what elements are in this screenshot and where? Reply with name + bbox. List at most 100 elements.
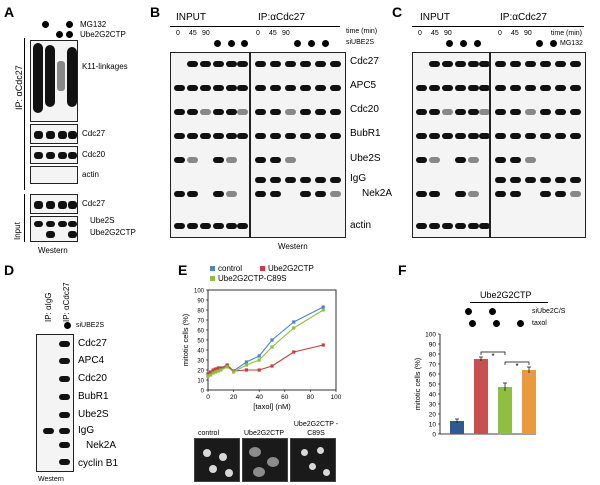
row-b-apc5: APC5 (350, 80, 377, 91)
y-tick-label: 0 (201, 389, 205, 395)
footer-western: Western (278, 242, 308, 251)
data-point (214, 367, 218, 371)
y-axis-label: mitotic cells (%) (413, 357, 422, 410)
data-point (321, 343, 325, 347)
cond-dot (308, 40, 315, 47)
data-point (216, 369, 220, 373)
cond-dot (42, 21, 49, 28)
blot-d (36, 334, 74, 472)
legend-entry: Ube2G2CTP (268, 264, 314, 273)
y-tick-label: 50 (429, 382, 437, 389)
micro-label-ube2g2: Ube2G2CTP (244, 430, 285, 437)
y-tick-label: 40 (429, 392, 437, 399)
time-tick: 45 (511, 30, 519, 37)
cond-dot (66, 21, 73, 28)
data-point (292, 320, 296, 324)
time-tick: 45 (189, 30, 197, 37)
side-bracket (24, 194, 25, 242)
sig-bracket (504, 361, 530, 365)
panel-f-label: F (398, 262, 407, 278)
time-tick: 0 (176, 30, 180, 37)
y-tick-label: 70 (197, 319, 204, 325)
micrograph-ube2g2 (242, 438, 288, 482)
x-tick-label: 20 (230, 394, 238, 401)
data-point (244, 368, 248, 372)
cond-label: siUBE2S (346, 39, 375, 46)
time-tick: 0 (498, 30, 502, 37)
data-point (216, 366, 220, 370)
data-point (292, 326, 296, 330)
sig-bracket (480, 351, 506, 355)
input-header: INPUT (420, 12, 450, 23)
row-b-cdc20: Cdc20 (350, 104, 379, 115)
cond-dot (446, 40, 453, 47)
cond-dot (64, 322, 71, 329)
x-tick-label: 40 (256, 394, 264, 401)
data-point (270, 345, 274, 349)
blot-input-ube2 (30, 216, 78, 242)
bar (450, 421, 464, 434)
data-point (225, 363, 229, 367)
data-point (225, 365, 229, 369)
side-bracket (24, 38, 25, 190)
cond-dot (322, 40, 329, 47)
series-line-1 (207, 344, 324, 375)
data-point (206, 372, 210, 376)
data-point (321, 308, 325, 312)
cond-dot (465, 308, 472, 315)
side-ip-label: IP: αCdc27 (14, 65, 24, 110)
y-tick-label: 100 (425, 332, 436, 339)
x-tick-label: 0 (206, 394, 210, 401)
y-tick-label: 80 (429, 352, 437, 359)
x-tick-label: 60 (281, 394, 289, 401)
col-cdc27: IP: αCdc27 (62, 282, 71, 322)
time-label: time (min) (346, 28, 378, 35)
bar (498, 387, 512, 434)
cond-dot (460, 40, 467, 47)
data-point (208, 370, 213, 374)
time-label: time (min) (550, 30, 582, 37)
time-tick: 45 (431, 30, 439, 37)
y-tick-label: 90 (429, 342, 437, 349)
cond-label: siUBE2S (76, 322, 105, 329)
side-input-label: Input (13, 222, 22, 240)
micrograph-c89s (290, 438, 336, 482)
blot-b-input (170, 52, 250, 238)
header-line (170, 26, 340, 27)
bar (474, 359, 488, 434)
row-b-nek2a: Nek2A (362, 188, 393, 199)
bar-chart-f: 0 10 20 30 40 50 60 70 80 90 100 mitotic cells (%) *… (413, 332, 536, 439)
y-tick-label: 60 (197, 329, 204, 335)
panel-c-label: C (392, 4, 403, 20)
micro-label-control: control (198, 430, 220, 437)
row-d-cyclinb1: cyclin B1 (78, 458, 119, 469)
cond-dot (474, 40, 481, 47)
legend-swatch (210, 276, 215, 281)
ip-header: IP:αCdc27 (500, 12, 547, 23)
row-b-actin: actin (350, 220, 372, 231)
panel-d-label: D (4, 262, 15, 278)
row-k11: K11-linkages (82, 62, 128, 71)
data-point (206, 374, 210, 378)
panel-e-label: E (178, 262, 188, 278)
input-header: INPUT (176, 12, 206, 23)
cond-dot (66, 31, 73, 38)
time-tick: 90 (202, 30, 210, 37)
row-d-nek2a: Nek2A (86, 440, 117, 451)
legend-swatch (260, 266, 265, 271)
y-tick-label: 60 (429, 372, 437, 379)
row-d-ube2s: Ube2S (78, 409, 109, 420)
y-tick-label: 70 (429, 362, 437, 369)
time-tick: 90 (524, 30, 532, 37)
blot-c-ip (490, 52, 586, 238)
legend-entry: Ube2G2CTP-C89S (218, 274, 286, 283)
line-chart-e: 0 10 20 30 40 50 60 70 80 90 100 0 20 40 60 80 100 [taxol… (181, 264, 342, 411)
data-point (270, 364, 274, 368)
bar (522, 370, 536, 434)
row-b-cdc27: Cdc27 (350, 56, 379, 67)
cond-dot (56, 31, 63, 38)
row-input-cdc27: Cdc27 (82, 199, 106, 208)
ip-header: IP:αCdc27 (258, 12, 305, 23)
data-point (211, 371, 215, 375)
cond-dot (517, 320, 524, 327)
